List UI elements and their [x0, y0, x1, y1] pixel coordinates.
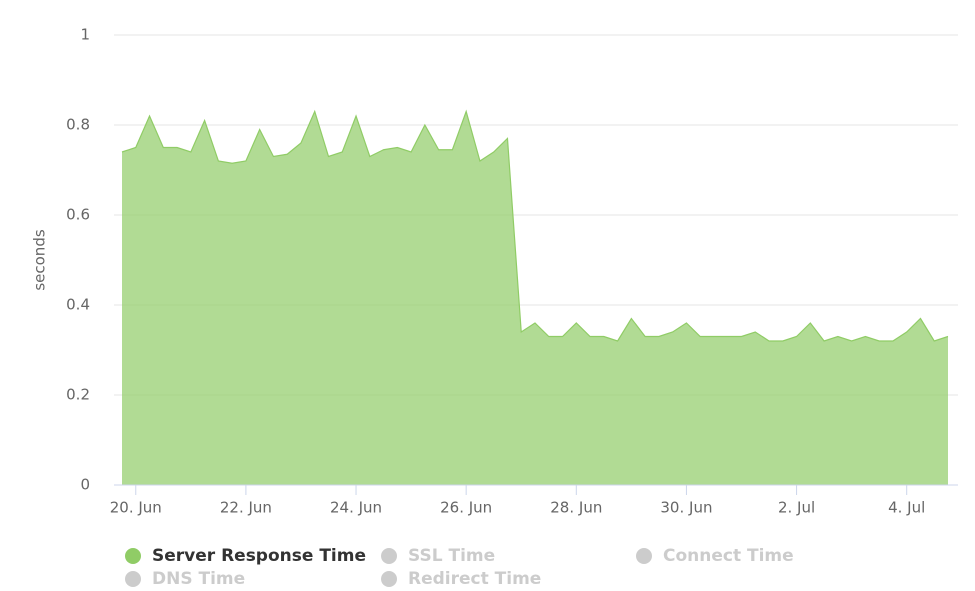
legend-marker[interactable] — [125, 548, 141, 564]
y-tick-label: 0.8 — [66, 116, 90, 134]
y-tick-label: 0 — [80, 476, 90, 494]
legend-marker[interactable] — [125, 571, 141, 587]
legend-label[interactable]: Redirect Time — [408, 569, 541, 589]
legend-marker[interactable] — [381, 571, 397, 587]
legend-label[interactable]: Server Response Time — [152, 546, 366, 566]
x-tick-label: 4. Jul — [888, 499, 925, 517]
area-line — [121, 109, 949, 342]
x-tick-label: 28. Jun — [550, 499, 602, 517]
y-tick-label: 0.6 — [66, 206, 90, 224]
area-fill — [122, 111, 948, 485]
x-tick-label: 26. Jun — [440, 499, 492, 517]
legend-label[interactable]: DNS Time — [152, 569, 245, 589]
x-tick-label: 22. Jun — [220, 499, 272, 517]
y-tick-label: 0.2 — [66, 386, 90, 404]
x-tick-label: 2. Jul — [778, 499, 815, 517]
x-tick-label: 30. Jun — [660, 499, 712, 517]
legend-label[interactable]: SSL Time — [408, 546, 495, 566]
legend-marker[interactable] — [381, 548, 397, 564]
y-tick-label: 1 — [80, 26, 90, 44]
x-tick-label: 24. Jun — [330, 499, 382, 517]
legend-label[interactable]: Connect Time — [663, 546, 794, 566]
x-tick-label: 20. Jun — [110, 499, 162, 517]
legend-marker[interactable] — [636, 548, 652, 564]
y-tick-label: 0.4 — [66, 296, 90, 314]
y-axis-label: seconds — [31, 229, 49, 290]
